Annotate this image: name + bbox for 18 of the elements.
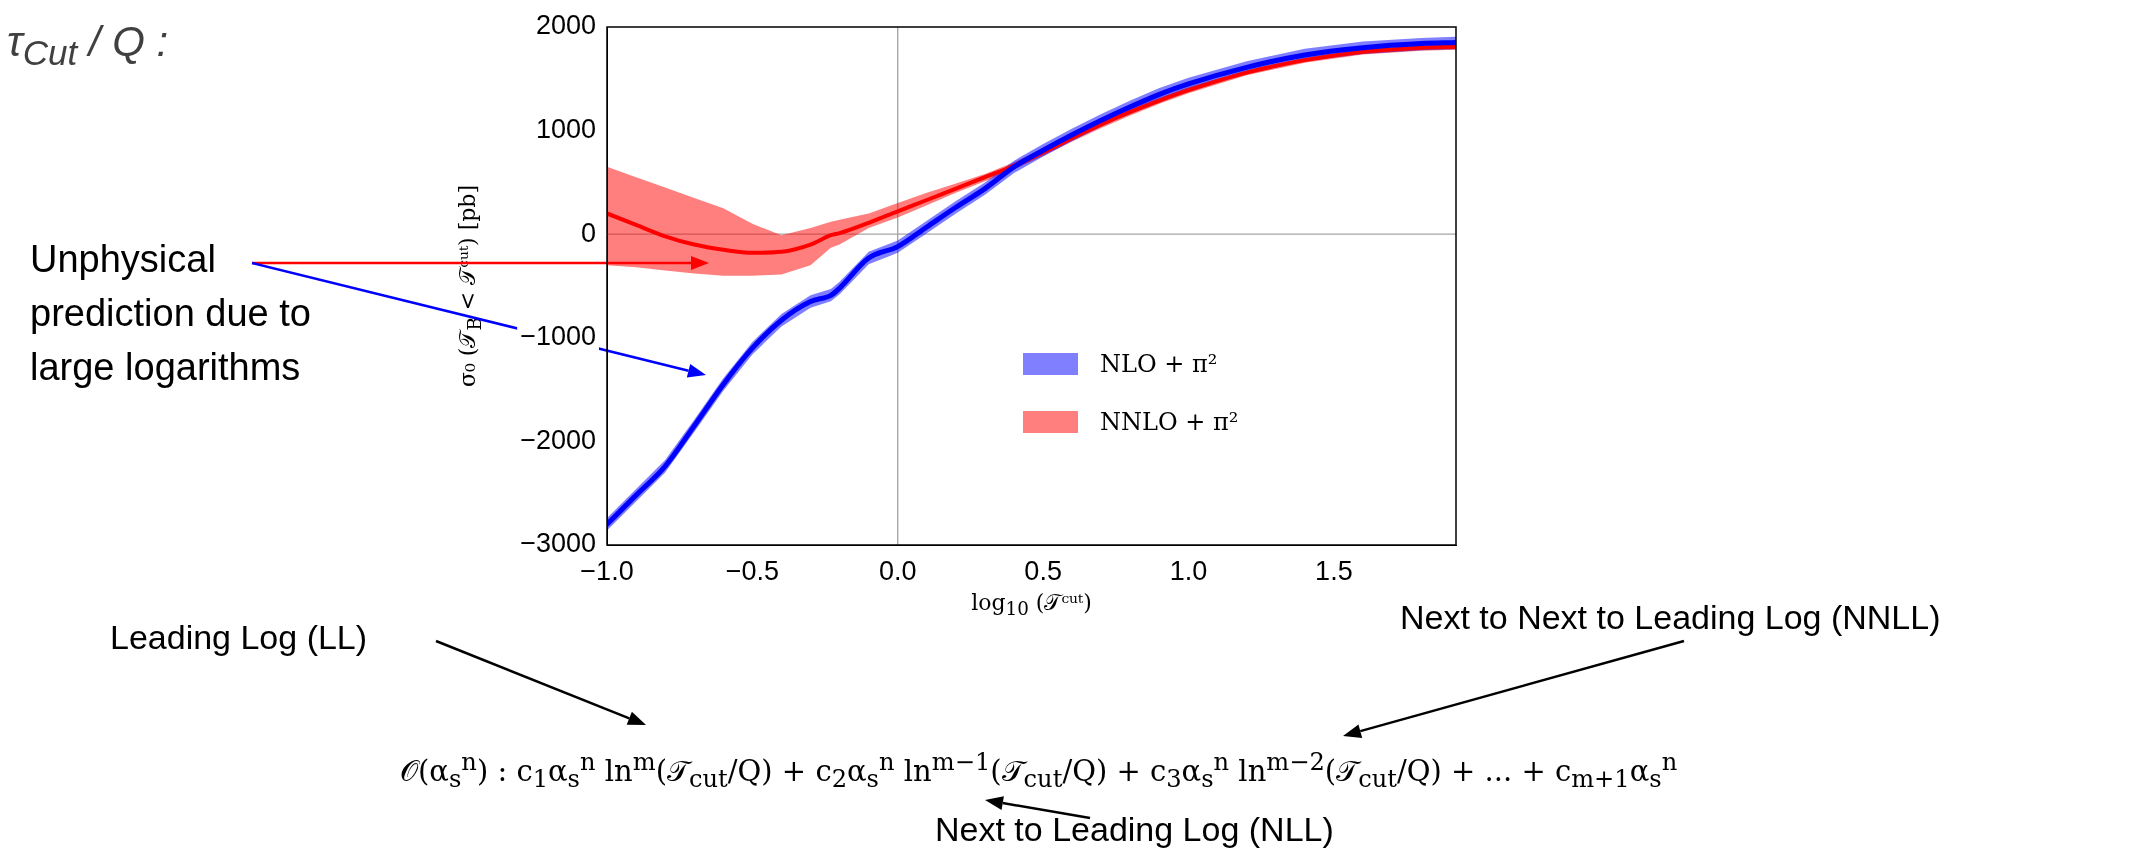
y-tick-label: −2000: [520, 424, 596, 455]
text: Unphysical prediction due to large logarithms: [30, 237, 312, 390]
x-tick-label: 1.0: [1169, 555, 1208, 586]
x-axis-title: log$_{10}$ (𝒯ᶜᵘᵗ): [971, 590, 1092, 620]
y-tick-label: −1000: [520, 321, 596, 352]
text: Next to Leading Log (NLL): [935, 810, 1334, 849]
legend-label: NLO + π²: [1100, 350, 1218, 378]
x-tick-label: 0.0: [878, 555, 917, 586]
x-tick-label: 1.5: [1315, 555, 1353, 586]
text: Leading Log (LL): [110, 618, 368, 657]
text: Next to Next to Leading Log (NNLL): [1400, 598, 1941, 637]
x-tick-label: 0.5: [1024, 555, 1062, 586]
y-tick-label: 1000: [535, 114, 596, 145]
legend-label: NNLO + π²: [1100, 408, 1239, 436]
text: τ$_{Cut}$ / Q :: [7, 18, 169, 74]
y-tick-label: 2000: [535, 10, 596, 41]
x-tick-label: −0.5: [725, 555, 780, 586]
y-tick-label: 0: [580, 217, 596, 248]
